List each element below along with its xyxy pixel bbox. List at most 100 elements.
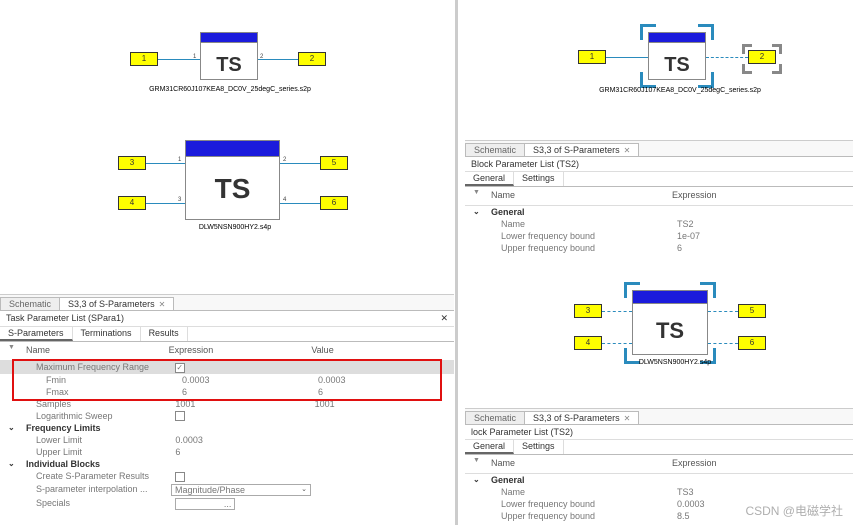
tab-sparams[interactable]: S3,3 of S-Parameters✕: [59, 297, 174, 310]
group-general[interactable]: ⌄General: [465, 474, 853, 486]
port-4[interactable]: 4: [118, 196, 146, 210]
subtab-general[interactable]: General: [465, 172, 514, 186]
subtab-settings[interactable]: Settings: [514, 440, 564, 454]
port-6[interactable]: 6: [320, 196, 348, 210]
selection-bracket: [640, 24, 656, 40]
row-upper[interactable]: Upper frequency bound6: [465, 242, 853, 254]
wire: [708, 311, 738, 312]
row-specials[interactable]: Specials ...: [0, 497, 454, 512]
wire: [280, 203, 320, 204]
dropdown-specials[interactable]: ...: [175, 498, 235, 510]
checkbox[interactable]: [175, 363, 185, 373]
ts-titlebar: [633, 291, 707, 304]
ts-label: TS: [649, 54, 705, 77]
selection-bracket: [698, 72, 714, 88]
tab-sparams[interactable]: S3,3 of S-Parameters✕: [524, 143, 639, 156]
subtab-sparams[interactable]: S-Parameters: [0, 327, 73, 341]
filter-icon[interactable]: [8, 345, 18, 355]
close-icon[interactable]: ✕: [159, 300, 166, 309]
port-4r[interactable]: 4: [574, 336, 602, 350]
selection-bracket: [640, 72, 656, 88]
dropdown-interp[interactable]: Magnitude/Phase⌄: [171, 484, 311, 496]
row-lower[interactable]: Lower frequency bound1e-07: [465, 230, 853, 242]
ts-block-2[interactable]: TS: [185, 140, 280, 220]
wire: [706, 57, 748, 58]
row-interp[interactable]: S-parameter interpolation ... Magnitude/…: [0, 483, 454, 497]
ts-label: TS: [186, 173, 279, 205]
port-5[interactable]: 5: [320, 156, 348, 170]
wire: [280, 163, 320, 164]
schematic-right-top: TS 1 2 GRM31CR60J107KEA8_DC0V_25degC_ser…: [470, 0, 853, 140]
block-caption: DLW5NSN900HY2.s4p: [625, 359, 725, 366]
group-freqlimits[interactable]: ⌄Frequency Limits: [0, 422, 454, 434]
selection-bracket: [624, 282, 640, 298]
row-create-sparam[interactable]: Create S-Parameter Results: [0, 470, 454, 483]
port-5r[interactable]: 5: [738, 304, 766, 318]
ts-label: TS: [633, 318, 707, 344]
block-caption: DLW5NSN900HY2.s4p: [180, 224, 290, 231]
row-samples[interactable]: Samples10011001: [0, 398, 454, 410]
checkbox[interactable]: [175, 411, 185, 421]
schematic-left: TS 1 2 1 2 GRM31CR60J107KEA8_DC0V_25degC…: [0, 0, 440, 290]
subtabs: General Settings: [465, 172, 853, 187]
group-individual[interactable]: ⌄Individual Blocks: [0, 458, 454, 470]
ts-titlebar: [186, 141, 279, 157]
block-param-panel-ts2: Schematic S3,3 of S-Parameters✕ Block Pa…: [465, 140, 853, 255]
grid-header: Name Expression Value: [0, 342, 454, 361]
tab-schematic[interactable]: Schematic: [465, 143, 525, 156]
port-3[interactable]: 3: [118, 156, 146, 170]
close-icon[interactable]: ✕: [624, 414, 631, 423]
row-fmin[interactable]: Fmin0.00030.0003: [0, 374, 454, 386]
row-upperlimit[interactable]: Upper Limit6: [0, 446, 454, 458]
close-icon[interactable]: ✕: [440, 313, 448, 324]
task-param-panel: Schematic S3,3 of S-Parameters✕ Task Par…: [0, 294, 454, 525]
wire: [602, 311, 632, 312]
wire: [606, 57, 648, 58]
panel-title: Task Parameter List (SPara1)✕: [0, 311, 454, 327]
ts-titlebar: [649, 33, 705, 43]
row-lowerlimit[interactable]: Lower Limit0.0003: [0, 434, 454, 446]
grid-header: NameExpression: [465, 455, 853, 474]
ts-titlebar: [201, 33, 257, 43]
wire: [708, 343, 738, 344]
port-3r[interactable]: 3: [574, 304, 602, 318]
tab-schematic[interactable]: Schematic: [0, 297, 60, 310]
panel-tabs: Schematic S3,3 of S-Parameters✕: [0, 295, 454, 311]
group-general[interactable]: ⌄General: [465, 206, 853, 218]
ts-block-4[interactable]: TS: [632, 290, 708, 355]
tab-schematic[interactable]: Schematic: [465, 411, 525, 424]
port-1r[interactable]: 1: [578, 50, 606, 64]
subtab-settings[interactable]: Settings: [514, 172, 564, 186]
subtabs: S-Parameters Terminations Results: [0, 327, 454, 342]
panel-title: lock Parameter List (TS2): [465, 425, 853, 440]
checkbox[interactable]: [175, 472, 185, 482]
subtab-terminations[interactable]: Terminations: [73, 327, 141, 341]
row-logsweep[interactable]: Logarithmic Sweep: [0, 410, 454, 423]
filter-icon[interactable]: [473, 190, 483, 200]
subtab-results[interactable]: Results: [141, 327, 188, 341]
port-2[interactable]: 2: [298, 52, 326, 66]
subtab-general[interactable]: General: [465, 440, 514, 454]
panel-title: Block Parameter List (TS2): [465, 157, 853, 172]
port-1[interactable]: 1: [130, 52, 158, 66]
filter-icon[interactable]: [473, 458, 483, 468]
vertical-divider[interactable]: [455, 0, 458, 525]
close-icon[interactable]: ✕: [624, 146, 631, 155]
panel-tabs: Schematic S3,3 of S-Parameters✕: [465, 141, 853, 157]
wire: [258, 59, 298, 60]
schematic-right-mid: TS 3 5 4 6 DLW5NSN900HY2.s4p: [470, 260, 853, 400]
tab-sparams[interactable]: S3,3 of S-Parameters✕: [524, 411, 639, 424]
ts-block-1[interactable]: TS: [200, 32, 258, 80]
wire: [146, 203, 185, 204]
block-caption: GRM31CR60J107KEA8_DC0V_25degC_series.s2p: [560, 87, 800, 94]
wire: [602, 343, 632, 344]
selection-bracket: [698, 24, 714, 40]
row-name[interactable]: NameTS2: [465, 218, 853, 230]
grid-header: NameExpression: [465, 187, 853, 206]
ts-label: TS: [201, 54, 257, 77]
row-fmax[interactable]: Fmax66: [0, 386, 454, 398]
row-name[interactable]: NameTS3: [465, 486, 853, 498]
row-maxfreq[interactable]: Maximum Frequency Range: [0, 361, 454, 374]
panel-tabs: Schematic S3,3 of S-Parameters✕: [465, 409, 853, 425]
port-6r[interactable]: 6: [738, 336, 766, 350]
